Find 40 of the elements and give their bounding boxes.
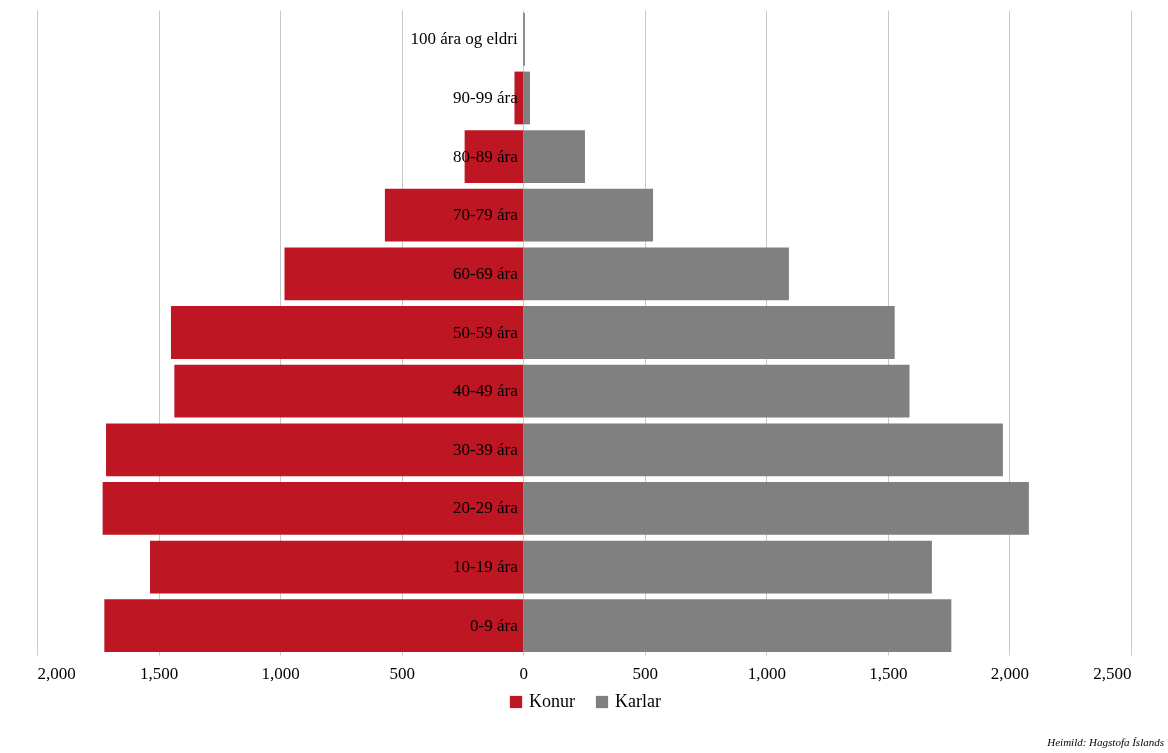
bar — [284, 247, 524, 301]
bar — [523, 599, 952, 653]
bar — [106, 423, 524, 477]
x-tick-label: 1,000 — [261, 663, 300, 683]
bar — [150, 540, 524, 594]
y-tick-label: 30-39 ára — [453, 439, 519, 459]
bar — [523, 423, 1003, 477]
x-tick-label: 2,500 — [1093, 663, 1132, 683]
bar — [523, 364, 910, 418]
y-tick-label: 100 ára og eldri — [410, 29, 518, 49]
bar — [523, 482, 1029, 535]
bar — [104, 599, 524, 653]
y-tick-label: 20-29 ára — [453, 498, 519, 518]
y-tick-label: 70-79 ára — [453, 205, 519, 225]
bar — [523, 188, 654, 242]
text: Heimild: Hagstofa Íslands — [1047, 736, 1164, 748]
legend-label: Karlar — [615, 691, 661, 711]
bar — [102, 482, 524, 535]
x-tick-label: 1,500 — [869, 663, 908, 683]
bar — [523, 540, 932, 594]
bar — [523, 71, 531, 125]
x-tick-label: 1,000 — [747, 663, 786, 683]
bar — [384, 188, 524, 242]
x-tick-label: 500 — [632, 663, 659, 683]
bar — [523, 247, 789, 301]
x-tick-label: 500 — [389, 663, 415, 683]
y-tick-label: 60-69 ára — [453, 263, 519, 283]
bar — [523, 130, 585, 183]
bar — [170, 306, 524, 359]
x-tick-label: 2,000 — [37, 663, 76, 683]
y-tick-label: 40-49 ára — [453, 381, 519, 401]
y-tick-label: 10-19 ára — [453, 557, 519, 577]
y-tick-label: 0-9 ára — [470, 615, 519, 635]
legend-label: Konur — [529, 691, 575, 711]
x-tick-label: 2,000 — [990, 663, 1030, 683]
y-tick-label: 50-59 ára — [453, 322, 519, 342]
x-tick-label: 1,500 — [139, 663, 179, 683]
bar — [174, 364, 524, 418]
bar — [523, 306, 895, 359]
x-tick-label: 0 — [519, 663, 528, 683]
